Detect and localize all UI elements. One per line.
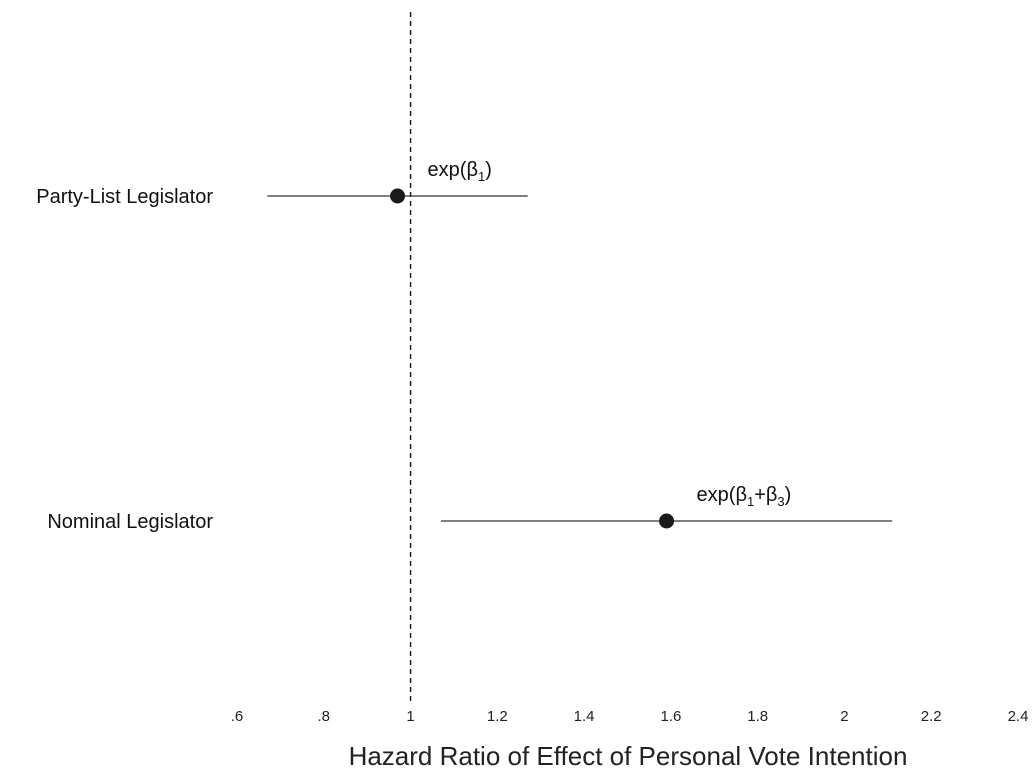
point-estimate-party-list-legislator [390, 188, 406, 204]
x-tick-label: 2.4 [1008, 708, 1029, 725]
x-tick-label: 1 [406, 708, 414, 725]
x-tick-label: 2 [840, 708, 848, 725]
x-axis-title: Hazard Ratio of Effect of Personal Vote … [349, 741, 908, 771]
category-label-nominal-legislator: Nominal Legislator [47, 511, 213, 533]
x-tick-label: 1.8 [747, 708, 768, 725]
annotation-nominal-legislator: exp(β1+β3) [697, 484, 792, 509]
point-estimate-nominal-legislator [659, 513, 675, 529]
x-tick-label: .6 [231, 708, 244, 725]
x-tick-label: 1.6 [660, 708, 681, 725]
x-tick-label: .8 [318, 708, 331, 725]
x-tick-label: 1.2 [487, 708, 508, 725]
annotation-party-list-legislator: exp(β1) [428, 159, 492, 184]
x-tick-label: 2.2 [921, 708, 942, 725]
x-tick-label: 1.4 [574, 708, 595, 725]
category-label-party-list-legislator: Party-List Legislator [36, 186, 213, 208]
